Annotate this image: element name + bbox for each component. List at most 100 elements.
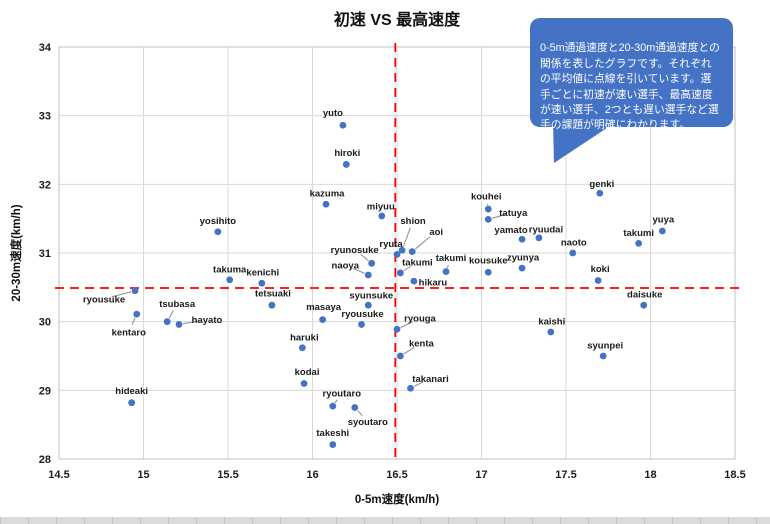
data-point-label-haruki: haruki	[290, 332, 319, 343]
data-point-label-ryuudai: ryuudai	[529, 224, 563, 235]
data-point-24-syunpei	[599, 352, 607, 360]
leader-line-takanari	[413, 381, 424, 387]
data-point-6-ryuta	[393, 250, 401, 258]
data-point-label-daisuke: daisuke	[627, 290, 662, 301]
y-tick-label: 29	[39, 385, 51, 397]
data-point-36-haruki	[298, 344, 306, 352]
callout-bubble: 0-5m通過速度と20-30m通過速度との 関係を表したグラフです。それぞれ の…	[530, 18, 733, 131]
y-tick-label: 33	[39, 111, 51, 123]
data-point-40-takeshi	[329, 441, 337, 448]
leader-line-tatuya	[491, 214, 506, 219]
data-point-14-tatuya	[484, 215, 492, 223]
data-point-45-hideaki	[128, 399, 136, 407]
data-point-label-hayato: hayato	[192, 315, 223, 326]
data-point-38-ryoutaro	[329, 402, 337, 410]
data-point-15-yamato	[518, 235, 526, 243]
plot-border	[58, 46, 736, 460]
y-tick-label: 32	[39, 179, 51, 191]
leader-line-takumi	[446, 264, 449, 268]
data-point-10-takumi	[442, 268, 450, 275]
leader-line-shion	[402, 227, 411, 247]
x-tick-label: 15	[137, 469, 149, 481]
data-point-27-takanari	[407, 384, 414, 392]
data-point-20-takumi	[635, 239, 643, 247]
data-point-label-yosihito: yosihito	[200, 216, 237, 227]
leader-line-aoi	[414, 236, 431, 250]
data-point-13-kouhei	[484, 205, 492, 213]
data-point-label-takanari: takanari	[412, 374, 448, 385]
data-point-label-kodai: kodai	[295, 367, 320, 378]
leader-line-hayato	[182, 320, 200, 325]
data-point-label-takuma: takuma	[213, 264, 247, 275]
data-point-label-takeshi: takeshi	[316, 428, 349, 439]
x-tick-label: 15.5	[217, 469, 238, 481]
data-point-label-kentaro: kentaro	[112, 328, 147, 339]
data-point-9-hikaru	[410, 277, 418, 285]
data-point-label-zyunya: zyunya	[507, 253, 540, 264]
x-tick-label: 14.5	[48, 469, 69, 481]
data-point-26-kenta	[396, 352, 404, 360]
data-point-label-hikaru: hikaru	[419, 278, 448, 289]
data-point-43-kentaro	[133, 310, 141, 318]
y-tick-label: 28	[39, 454, 51, 466]
data-point-12-zyunya	[518, 264, 526, 272]
data-point-30-syunsuke	[364, 301, 372, 309]
data-point-label-hideaki: hideaki	[115, 386, 148, 397]
data-point-19-yuya	[658, 227, 666, 235]
data-point-label-ryousuke: ryousuke	[341, 309, 383, 320]
data-point-28-ryunosuke	[368, 259, 376, 267]
data-point-21-koki	[594, 277, 602, 284]
data-point-17-naoto	[569, 249, 577, 257]
callout-tail	[553, 122, 616, 163]
x-axis-title: 0-5m速度(km/h)	[354, 494, 440, 506]
data-point-label-takumi: takumi	[436, 253, 467, 264]
data-point-label-naoto: naoto	[561, 238, 587, 249]
leader-line-syoutaro	[357, 410, 363, 416]
data-point-label-syunsuke: syunsuke	[349, 291, 393, 302]
bottom-edge-strip	[0, 517, 770, 524]
data-point-label-hiroki: hiroki	[334, 148, 360, 159]
data-point-2-kazuma	[322, 200, 330, 208]
x-tick-label: 17.5	[555, 469, 576, 481]
leader-line-naoya	[352, 267, 365, 274]
x-tick-label: 16	[306, 469, 318, 481]
data-point-label-shion: shion	[400, 216, 426, 227]
data-point-0-yuto	[339, 121, 347, 129]
data-point-31-ryousuke	[358, 321, 365, 328]
data-point-25-ryouga	[393, 325, 401, 333]
y-tick-label: 31	[39, 248, 51, 260]
data-point-23-kaishi	[547, 328, 555, 336]
data-point-label-yuya: yuya	[653, 215, 675, 226]
data-point-label-tsubasa: tsubasa	[159, 299, 196, 310]
data-point-label-kazuma: kazuma	[310, 189, 346, 200]
data-point-33-tetsuaki	[268, 301, 276, 309]
leader-line-ryouga	[400, 321, 413, 328]
data-point-29-naoya	[364, 271, 372, 279]
y-tick-label: 30	[39, 317, 51, 329]
data-point-1-hiroki	[342, 161, 350, 168]
data-point-label-yamato: yamato	[494, 225, 527, 236]
x-tick-label: 18.5	[724, 469, 745, 481]
leader-line-tsubasa	[168, 310, 174, 319]
data-point-label-tetsuaki: tetsuaki	[255, 289, 291, 300]
data-point-35-takuma	[226, 276, 234, 284]
data-point-7-aoi	[408, 248, 416, 256]
data-point-label-kousuke: kousuke	[469, 256, 508, 267]
data-point-label-syoutaro: syoutaro	[348, 417, 388, 428]
data-point-42-hayato	[175, 321, 183, 328]
leader-line-kenta	[403, 346, 415, 355]
data-point-32-masaya	[319, 316, 327, 324]
data-point-label-aoi: aoi	[429, 227, 443, 238]
data-point-8-takumi	[396, 269, 404, 277]
y-tick-label: 34	[39, 42, 52, 54]
data-point-39-syoutaro	[351, 404, 359, 411]
data-point-label-yuto: yuto	[323, 108, 343, 119]
leader-line-ryunosuke	[360, 253, 369, 262]
data-point-label-ryuta: ryuta	[379, 239, 403, 250]
leader-line-ryousuke	[111, 291, 132, 298]
data-point-label-ryouga: ryouga	[404, 314, 436, 325]
data-point-3-miyuu	[378, 212, 386, 220]
data-point-label-kouhei: kouhei	[471, 192, 502, 203]
